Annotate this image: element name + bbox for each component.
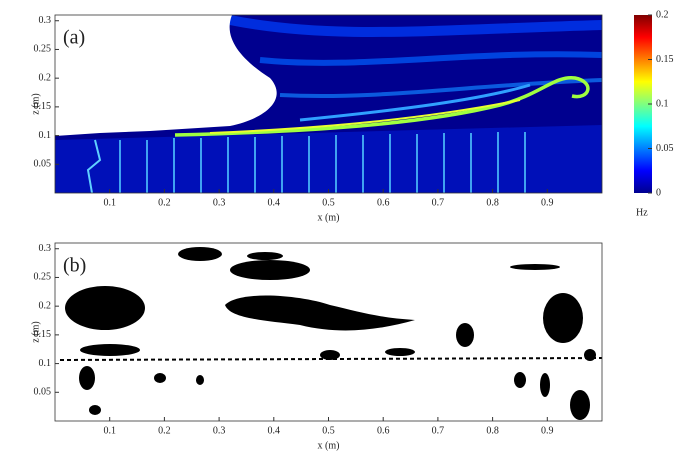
x-tick-label: 0.4 xyxy=(268,197,281,208)
x-tick-label: 0.1 xyxy=(103,425,116,436)
x-tick-label: 0.7 xyxy=(432,425,445,436)
colorbar-tick-label: 0 xyxy=(656,187,661,198)
y-tick-label: 0.1 xyxy=(39,130,52,141)
field-a xyxy=(55,15,602,193)
y-axis-label: z (m) xyxy=(30,321,41,342)
x-tick-label: 0.3 xyxy=(213,425,226,436)
colorbar-tick-label: 0.15 xyxy=(656,54,674,65)
x-tick-label: 0.6 xyxy=(377,425,390,436)
field-b xyxy=(55,243,602,421)
colorbar-tick-label: 0.1 xyxy=(656,98,669,109)
figure: 0.1 0.2 0.3 0.4 0.5 0.6 0.7 0.8 0.9 0.05 0.1 0.15 0.… xyxy=(0,0,678,454)
colorbar-tick-label: 0.05 xyxy=(656,143,674,154)
y-tick-label: 0.25 xyxy=(34,272,52,283)
y-tick-label: 0.2 xyxy=(39,72,52,83)
x-tick-label: 0.1 xyxy=(103,197,116,208)
panel-label: (b) xyxy=(63,255,86,277)
colorbar-tick-label: 0.2 xyxy=(656,9,669,20)
x-tick-label: 0.5 xyxy=(322,197,335,208)
x-tick-label: 0.8 xyxy=(486,425,499,436)
y-tick-label: 0.25 xyxy=(34,44,52,55)
x-tick-label: 0.9 xyxy=(541,197,554,208)
y-tick-label: 0.05 xyxy=(34,159,52,170)
x-tick-label: 0.5 xyxy=(322,425,335,436)
x-axis-label: x (m) xyxy=(318,212,340,223)
x-tick-label: 0.7 xyxy=(432,197,445,208)
x-tick-label: 0.4 xyxy=(268,425,281,436)
x-tick-label: 0.8 xyxy=(486,197,499,208)
colorbar-label: Hz xyxy=(636,207,648,218)
x-axis-label: x (m) xyxy=(318,440,340,451)
y-tick-label: 0.1 xyxy=(39,358,52,369)
y-axis-label: z (m) xyxy=(30,93,41,114)
y-tick-label: 0.3 xyxy=(39,15,52,26)
y-tick-label: 0.3 xyxy=(39,243,52,254)
panel-label: (a) xyxy=(63,27,85,49)
x-tick-label: 0.9 xyxy=(541,425,554,436)
y-tick-label: 0.05 xyxy=(34,387,52,398)
x-tick-label: 0.3 xyxy=(213,197,226,208)
x-tick-label: 0.6 xyxy=(377,197,390,208)
y-tick-label: 0.2 xyxy=(39,300,52,311)
x-tick-label: 0.2 xyxy=(158,197,171,208)
x-tick-label: 0.2 xyxy=(158,425,171,436)
